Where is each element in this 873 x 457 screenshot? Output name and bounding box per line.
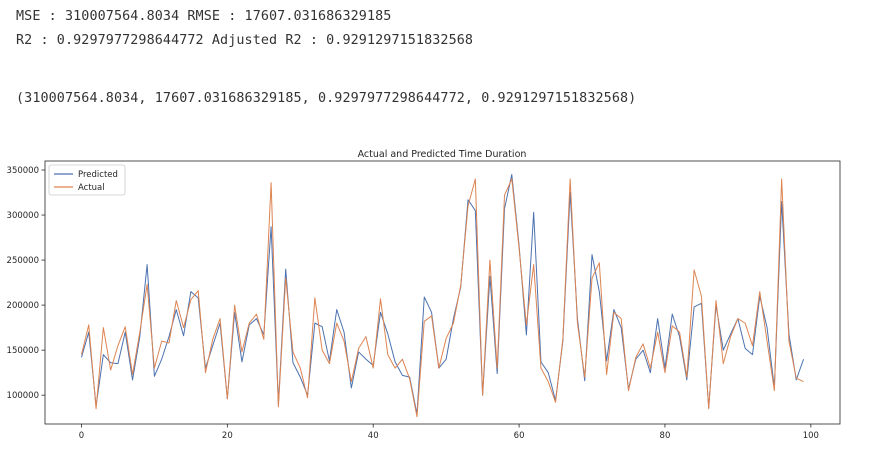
series-line-actual [80, 178, 804, 418]
y-tick-label: 100000 [7, 391, 39, 401]
x-tick-label: 100 [803, 431, 819, 441]
x-tick-label: 80 [660, 431, 671, 441]
series-lines [80, 174, 805, 418]
legend-label: Predicted [78, 170, 118, 180]
x-tick-label: 0 [79, 431, 84, 441]
x-tick-label: 60 [514, 431, 525, 441]
chart-title: Actual and Predicted Time Duration [358, 149, 527, 160]
line-chart: Actual and Predicted Time Duration 10000… [7, 149, 841, 441]
x-tick-label: 20 [222, 431, 233, 441]
metrics-tuple-line: (310007564.8034, 17607.031686329185, 0.9… [16, 91, 637, 106]
y-axis: 100000 150000 200000 250000 300000 350000 [7, 166, 45, 401]
plot-area-frame [44, 160, 841, 425]
metrics-r2-line: R2 : 0.9297977298644772 Adjusted R2 : 0.… [16, 33, 474, 48]
y-tick-label: 350000 [7, 166, 39, 176]
y-tick-label: 150000 [7, 346, 39, 356]
metrics-mse-rmse-line: MSE : 310007564.8034 RMSE : 17607.031686… [16, 9, 392, 24]
x-axis: 0 20 40 60 80 100 [79, 424, 819, 441]
x-tick-label: 40 [368, 431, 379, 441]
legend-label: Actual [78, 183, 105, 193]
y-tick-label: 200000 [7, 301, 39, 311]
y-tick-label: 300000 [7, 211, 39, 221]
legend: Predicted Actual [48, 164, 126, 196]
y-tick-label: 250000 [7, 256, 39, 266]
series-line-predicted [80, 174, 805, 415]
